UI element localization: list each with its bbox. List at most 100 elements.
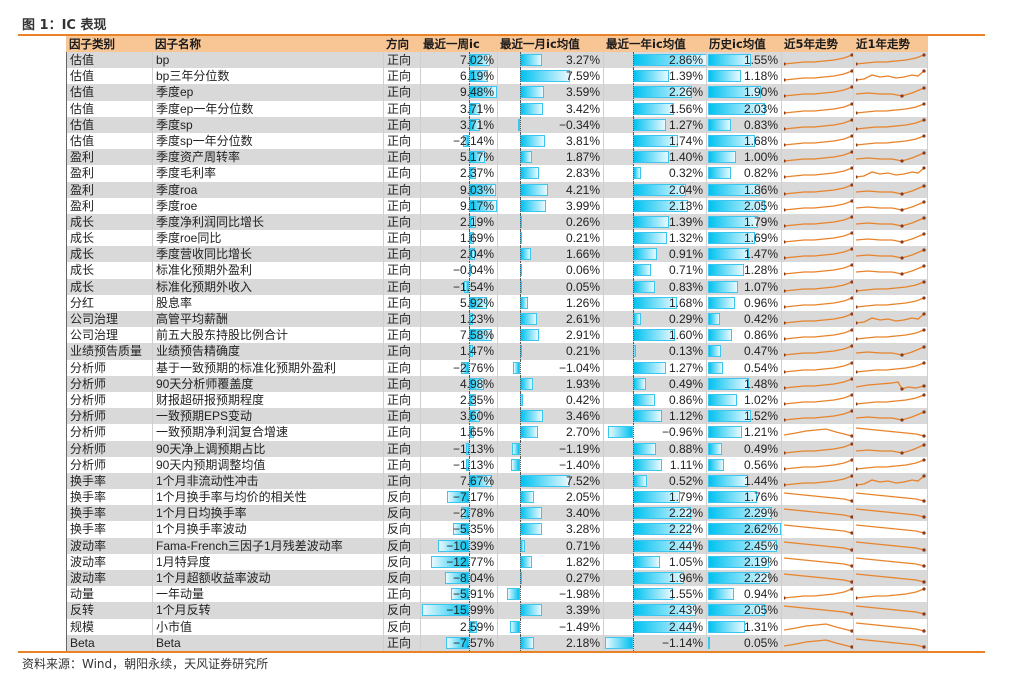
zero-axis: [633, 375, 634, 392]
hist-ic-value: 2.45%: [743, 538, 778, 553]
factor-direction: 正向: [383, 456, 420, 473]
zero-axis: [469, 440, 470, 457]
header-trend-5y: 近5年走势: [784, 37, 839, 51]
week-ic-cell: 9.03%: [420, 181, 497, 198]
year-ic-databar: [633, 458, 662, 471]
factor-name: 1个月反转: [152, 602, 383, 619]
hist-ic-databar: [708, 118, 732, 131]
week-ic-value: 1.23%: [459, 312, 494, 326]
week-ic-value: 2.19%: [459, 214, 494, 229]
year-ic-value: 2.44%: [668, 619, 703, 634]
hist-ic-value: 2.22%: [743, 571, 778, 585]
table-row: 盈利 季度roa 正向 9.03% 4.21% 2.04% 1.86%: [66, 181, 928, 198]
factor-category: 分析师: [66, 424, 152, 441]
zero-axis: [520, 181, 521, 198]
hist-ic-cell: 1.52%: [706, 408, 781, 425]
hist-ic-value: 2.05%: [743, 198, 778, 213]
trend-1y-cell: [853, 505, 928, 522]
zero-axis: [469, 84, 470, 101]
week-ic-databar: [464, 280, 469, 293]
month-ic-cell: 3.81%: [497, 132, 603, 150]
week-ic-cell: 1.47%: [420, 343, 497, 360]
zero-axis: [520, 262, 521, 279]
factor-category: 公司治理: [66, 311, 152, 328]
sparkline-1y-icon: [856, 264, 926, 277]
zero-axis: [633, 586, 634, 603]
month-ic-value: 0.05%: [565, 279, 600, 294]
hist-ic-value: 1.79%: [743, 214, 778, 229]
trend-5y-cell: [781, 391, 853, 409]
zero-axis: [633, 472, 634, 490]
hist-ic-cell: 1.48%: [706, 375, 781, 392]
zero-axis: [469, 472, 470, 490]
zero-axis: [633, 618, 634, 635]
sparkline-5y-icon: [784, 85, 853, 98]
week-ic-cell: 5.92%: [420, 294, 497, 311]
week-ic-cell: 3.71%: [420, 100, 497, 117]
month-ic-cell: 3.27%: [497, 52, 603, 69]
month-ic-cell: 2.05%: [497, 489, 603, 506]
trend-5y-cell: [781, 408, 853, 425]
week-ic-value: −10.39%: [446, 538, 494, 553]
week-ic-databar: [460, 507, 469, 520]
hist-ic-value: 0.05%: [743, 635, 778, 650]
month-ic-databar: [520, 102, 543, 115]
sparkline-1y-icon: [856, 69, 926, 82]
trend-5y-cell: [781, 132, 853, 150]
sparkline-5y-icon: [784, 118, 853, 131]
month-ic-value: 2.61%: [565, 312, 600, 326]
year-ic-value: 1.11%: [669, 457, 703, 472]
trend-5y-cell: [781, 602, 853, 619]
hist-ic-value: 1.31%: [743, 619, 778, 634]
year-ic-cell: 1.79%: [603, 489, 706, 506]
sparkline-1y-icon: [856, 166, 926, 179]
sparkline-1y-icon: [856, 312, 926, 325]
hist-ic-cell: 1.07%: [706, 278, 781, 295]
table-row: 分析师 财报超研报预期程度 正向 2.35% 0.42% 0.86% 1.02%: [66, 391, 928, 409]
month-ic-databar: [520, 167, 539, 180]
trend-1y-cell: [853, 537, 928, 554]
factor-category: 成长: [66, 246, 152, 263]
hist-ic-databar: [708, 636, 710, 649]
hist-ic-cell: 1.69%: [706, 230, 781, 247]
year-ic-cell: 0.86%: [603, 391, 706, 409]
table-row: 波动率 1月特异度 反向 −12.77% 1.82% 1.05% 2.19%: [66, 553, 928, 570]
hist-ic-value: 0.96%: [743, 295, 778, 310]
sparkline-5y-icon: [784, 508, 853, 519]
month-ic-databar: [520, 329, 540, 342]
zero-axis: [469, 456, 470, 473]
month-ic-cell: 4.21%: [497, 181, 603, 198]
sparkline-1y-icon: [856, 442, 926, 455]
week-ic-value: 2.59%: [459, 619, 494, 634]
hist-ic-value: 1.68%: [743, 133, 778, 148]
month-ic-databar: [520, 86, 544, 99]
factor-category: 波动率: [66, 570, 152, 587]
month-ic-value: 1.87%: [565, 150, 600, 165]
factor-direction: 正向: [383, 634, 420, 651]
hist-ic-databar: [708, 215, 759, 228]
factor-name: 标准化预期外收入: [152, 278, 383, 295]
sparkline-1y-icon: [856, 200, 926, 212]
week-ic-value: −1.13%: [452, 457, 494, 472]
month-ic-cell: 1.66%: [497, 246, 603, 263]
hist-ic-databar: [708, 458, 724, 471]
zero-axis: [520, 521, 521, 538]
trend-5y-cell: [781, 181, 853, 198]
year-ic-value: 1.68%: [668, 295, 703, 310]
zero-axis: [633, 456, 634, 473]
week-ic-cell: −5.35%: [420, 521, 497, 538]
hist-ic-cell: 2.29%: [706, 505, 781, 522]
year-ic-value: 1.32%: [668, 231, 703, 246]
table-row: 分析师 90天净上调预期占比 正向 −1.13% −1.19% 0.88% 0.…: [66, 440, 928, 457]
factor-direction: 反向: [383, 505, 420, 522]
month-ic-cell: −0.34%: [497, 116, 603, 133]
trend-5y-cell: [781, 197, 853, 214]
sparkline-1y-icon: [856, 540, 926, 552]
sparkline-5y-icon: [784, 150, 853, 163]
factor-category: 估值: [66, 100, 152, 117]
zero-axis: [469, 278, 470, 295]
month-ic-cell: 1.82%: [497, 553, 603, 570]
factor-direction: 反向: [383, 489, 420, 506]
zero-axis: [469, 391, 470, 409]
table-row: 公司治理 前五大股东持股比例合计 正向 7.58% 2.91% 1.60% 0.…: [66, 327, 928, 344]
